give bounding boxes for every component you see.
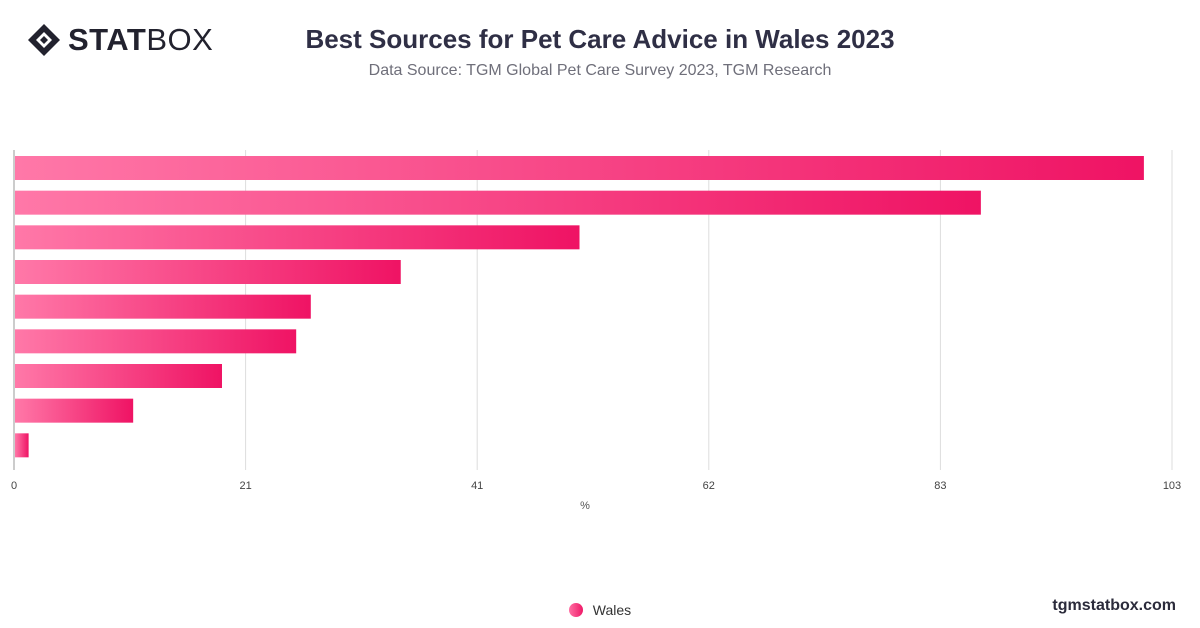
bar[interactable] — [15, 364, 222, 388]
logo-wordmark-bold: STAT — [68, 22, 147, 57]
chart-subtitle: Data Source: TGM Global Pet Care Survey … — [368, 62, 832, 79]
x-axis-ticks: 0 21 41 62 83 103 — [11, 480, 1181, 492]
bar[interactable] — [15, 260, 401, 284]
x-tick-label: 21 — [239, 480, 251, 492]
x-axis-title: % — [580, 500, 590, 512]
brand-url: tgmstatbox.com — [1052, 597, 1176, 614]
chart-title: Best Sources for Pet Care Advice in Wale… — [305, 24, 895, 54]
legend-marker — [568, 603, 583, 617]
legend-label-wales: Wales — [592, 602, 632, 618]
bar[interactable] — [15, 329, 297, 354]
x-tick-label: 62 — [703, 480, 715, 492]
bar[interactable] — [15, 294, 311, 319]
logo-wordmark-light: BOX — [146, 22, 214, 57]
bar[interactable] — [15, 225, 580, 250]
bar-chart: 0 21 41 62 83 103 % — [11, 150, 1181, 512]
statbox-logo: STATBOX — [26, 22, 213, 58]
bar[interactable] — [15, 156, 1144, 180]
statbox-diamond-icon — [28, 24, 60, 56]
bar[interactable] — [15, 398, 134, 423]
bar[interactable] — [15, 190, 981, 215]
legend[interactable]: Wales — [0, 602, 1200, 618]
x-tick-label: 103 — [1163, 480, 1181, 492]
x-tick-label: 83 — [934, 480, 946, 492]
bars — [15, 156, 1144, 458]
bar[interactable] — [15, 433, 29, 458]
x-tick-label: 0 — [11, 480, 17, 492]
logo-wordmark: STATBOX — [68, 22, 213, 58]
x-tick-label: 41 — [471, 480, 483, 492]
